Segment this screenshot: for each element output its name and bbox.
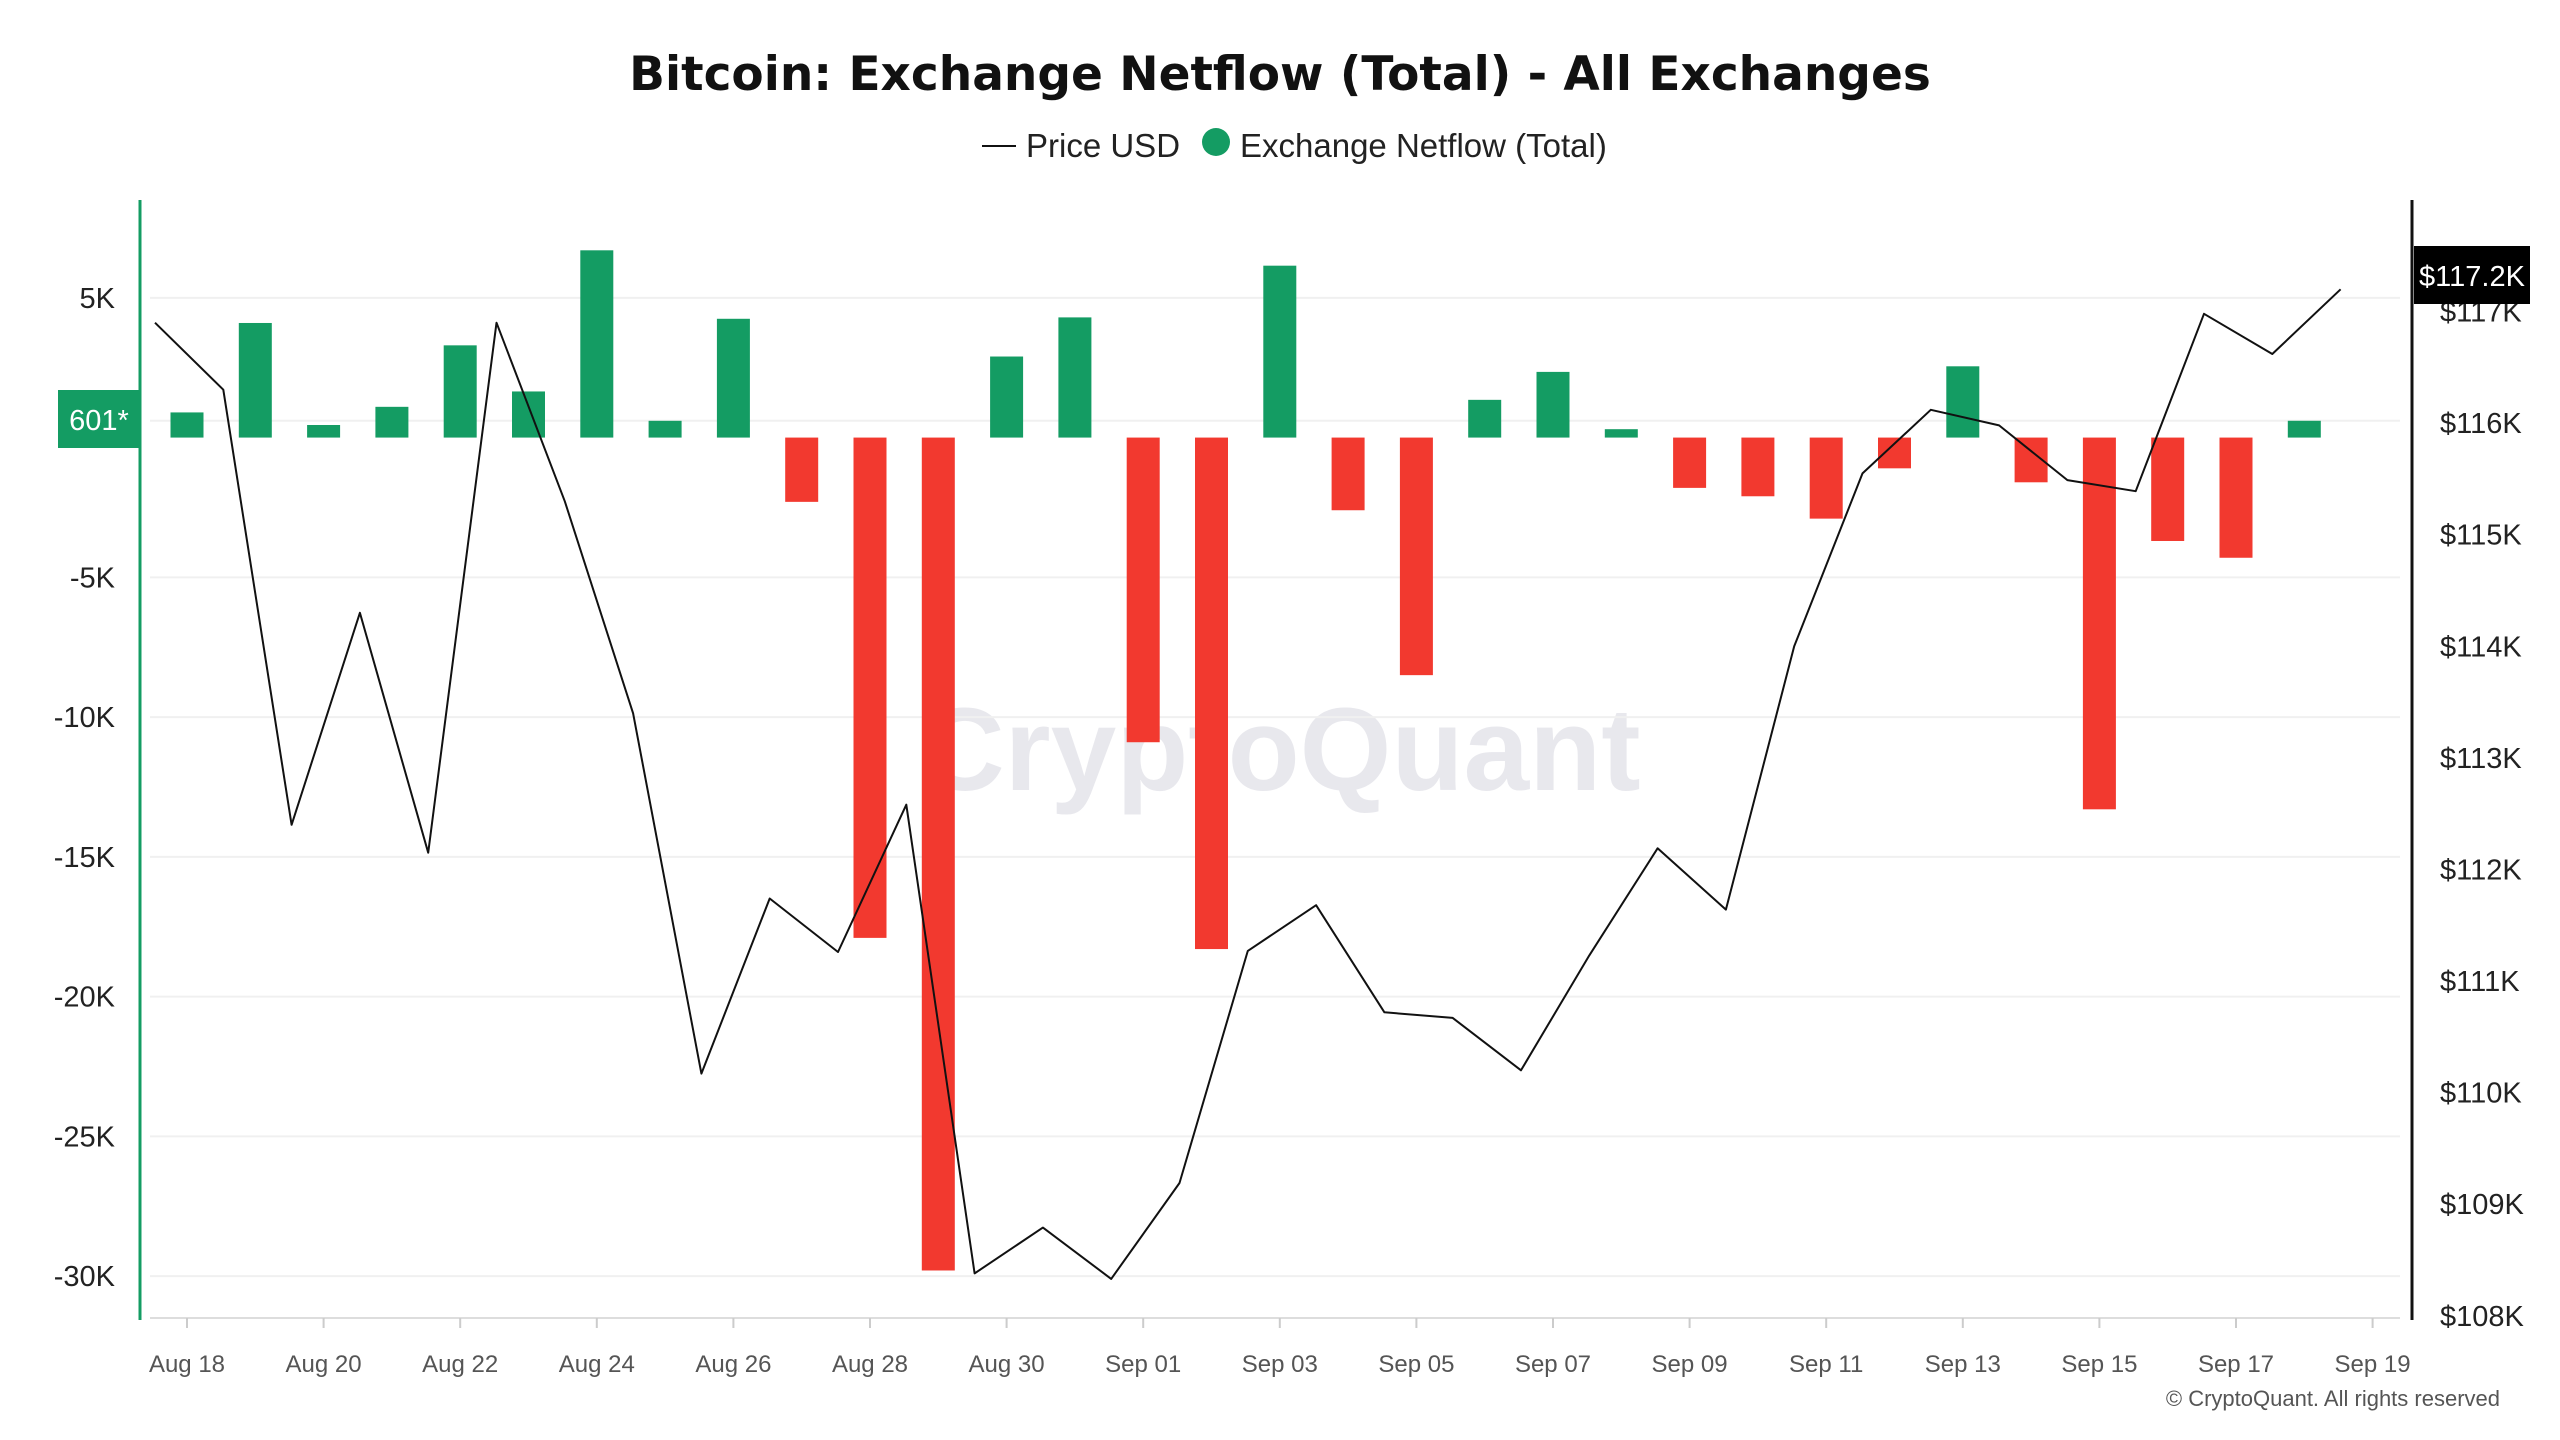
netflow-bar [1741,437,1775,497]
x-tick-label: Aug 20 [286,1351,362,1378]
x-axis-ticks: Aug 18 Aug 20 Aug 22 Aug 24 Aug 26 Aug 28 Aug … [149,1318,2411,1378]
netflow-bar [1331,437,1365,511]
netflow-bar [512,391,545,438]
right-flag-label: $117.2K [2419,261,2526,293]
right-tick-label: $108K [2440,1301,2525,1333]
netflow-bars [170,250,2321,1271]
netflow-bar [580,250,614,438]
netflow-bar [2082,437,2116,810]
left-tick-label: -10K [54,702,116,734]
netflow-bar [375,406,409,438]
x-tick-label: Aug 26 [695,1351,771,1378]
watermark: CryptoQuant [919,684,1640,816]
legend-netflow-label: Exchange Netflow (Total) [1240,127,1607,164]
netflow-bar [1263,265,1297,438]
left-flag-box [58,390,140,448]
x-tick-label: Sep 17 [2198,1351,2274,1378]
right-flag-box [2414,246,2530,304]
right-tick-label: $116K [2440,408,2522,440]
netflow-bar [1809,437,1843,519]
netflow-bar [853,437,887,938]
netflow-bar [1126,437,1160,743]
legend-price-label: Price USD [1026,127,1180,164]
x-tick-label: Sep 15 [2061,1351,2137,1378]
right-tick-label: $114K [2440,631,2522,663]
right-tick-label: $113K [2440,743,2522,775]
left-flag-label: 601* [69,405,129,437]
netflow-bar [2151,437,2185,541]
x-tick-label: Aug 30 [969,1351,1045,1378]
netflow-bar [1399,437,1433,676]
left-tick-label: -25K [54,1121,116,1153]
left-tick-label: -30K [54,1261,116,1293]
netflow-bar [2287,420,2321,438]
netflow-bar [1673,437,1707,488]
left-last-value-flag: 601* [58,390,140,448]
netflow-bar [2219,437,2253,558]
netflow-bar [785,437,819,502]
x-tick-label: Sep 07 [1515,1351,1591,1378]
netflow-bar [1878,437,1911,469]
x-tick-label: Sep 19 [2335,1351,2411,1378]
netflow-bar [1536,371,1570,438]
right-last-value-flag: $117.2K [2414,246,2530,304]
netflow-bar [1195,437,1228,950]
netflow-bar [1468,399,1502,438]
right-tick-label: $112K [2440,854,2522,886]
netflow-bar [716,318,750,438]
netflow-bar [648,420,682,438]
copyright: © CryptoQuant. All rights reserved [2166,1386,2500,1411]
x-tick-label: Aug 22 [422,1351,498,1378]
left-tick-label: -20K [54,982,116,1014]
netflow-bar [921,437,955,1271]
x-tick-label: Sep 13 [1925,1351,2001,1378]
netflow-bar [1946,366,1980,438]
price-line-group [154,288,2342,1280]
left-tick-label: 5K [80,283,116,315]
x-tick-label: Sep 05 [1378,1351,1454,1378]
x-tick-label: Aug 18 [149,1351,225,1378]
x-tick-label: Sep 01 [1105,1351,1181,1378]
right-tick-label: $115K [2440,520,2522,552]
netflow-bar [170,412,204,438]
netflow-bar [1058,317,1092,438]
left-tick-label: -15K [54,842,116,874]
legend: Price USD Exchange Netflow (Total) [982,127,1607,164]
netflow-bar [1604,429,1638,438]
x-tick-label: Sep 09 [1652,1351,1728,1378]
right-tick-label: $109K [2440,1189,2525,1221]
price-line [154,288,2342,1280]
right-tick-label: $111K [2440,966,2520,998]
left-tick-label: -5K [70,562,116,594]
netflow-bar [990,356,1024,438]
chart-title: Bitcoin: Exchange Netflow (Total) - All … [629,47,1931,102]
x-tick-label: Aug 28 [832,1351,908,1378]
right-axis-ticks: $108K $109K $110K $111K $112K $113K $114K $115K… [2440,297,2525,1333]
left-axis-ticks: 5K -5K -10K -15K -20K -25K -30K [54,283,116,1293]
right-tick-label: $110K [2440,1078,2522,1110]
x-tick-label: Aug 24 [559,1351,635,1378]
x-tick-label: Sep 03 [1242,1351,1318,1378]
netflow-bar [307,424,341,438]
legend-netflow-dot-icon [1202,128,1230,156]
x-tick-label: Sep 11 [1789,1351,1863,1378]
netflow-bar [238,322,272,438]
netflow-bar [443,345,477,438]
